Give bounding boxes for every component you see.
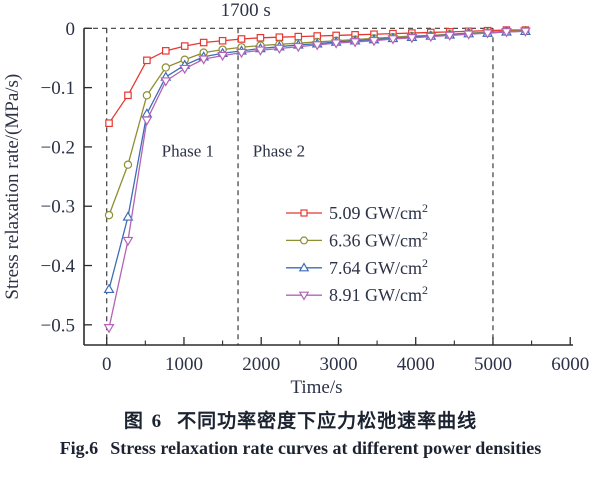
triangle-up-marker [298, 262, 310, 272]
triangle-down-marker [330, 39, 342, 49]
caption-english: Fig.6 Stress relaxation rate curves at di… [0, 438, 601, 459]
triangle-down-marker [292, 42, 304, 53]
circle-marker [161, 63, 171, 72]
square-marker [105, 119, 113, 127]
triangle-down-marker [254, 46, 266, 56]
triangle-down-marker [387, 35, 399, 45]
x-tick-label: 6000 [551, 354, 589, 375]
triangle-down-marker [368, 36, 380, 47]
triangle-down-marker [103, 324, 115, 334]
legend-item: 8.91 GW/cm2 [286, 283, 428, 305]
caption-english-text: Stress relaxation rate curves at differe… [110, 438, 542, 458]
square-marker [300, 209, 308, 217]
triangle-down-marker [298, 291, 310, 301]
x-axis-title: Time/s [290, 377, 342, 398]
square-marker [199, 38, 208, 47]
annotation-phase1: Phase 1 [162, 141, 214, 160]
legend-item: 6.36 GW/cm2 [286, 228, 428, 250]
x-tick-label: 5000 [474, 354, 512, 375]
y-axis-title: Stress relaxation rate/(MPa/s) [2, 74, 23, 300]
legend-item: 7.64 GW/cm2 [286, 256, 428, 278]
square-marker [180, 42, 189, 50]
square-marker [237, 35, 246, 43]
triangle-down-marker [349, 38, 361, 48]
square-marker [143, 56, 151, 65]
circle-marker [300, 236, 309, 245]
legend-label: 8.91 GW/cm2 [329, 283, 428, 305]
series-triangle-down [103, 27, 531, 334]
annotation-top-label: 1700 s [221, 0, 271, 21]
series-line [108, 30, 526, 328]
legend: 5.09 GW/cm2 6.36 GW/cm2 7.64 GW/cm2 8.91 GW… [286, 201, 428, 305]
triangle-down-marker [179, 64, 191, 75]
reference-lines-group [84, 27, 494, 345]
triangle-down-marker [160, 77, 172, 87]
square-marker [275, 33, 284, 41]
axes-group [83, 27, 573, 346]
x-tick-label: 0 [102, 354, 112, 375]
triangle-up-marker [103, 283, 115, 294]
y-tick-label: −0.1 [41, 78, 75, 99]
caption-chinese-text: 不同功率密度下应力松弛速率曲线 [177, 411, 478, 432]
triangle-down-marker [141, 116, 153, 126]
square-marker [162, 47, 170, 55]
annotation-phase2: Phase 2 [253, 141, 305, 160]
triangle-down-marker [482, 29, 494, 39]
caption-chinese-number: 图 6 [123, 411, 164, 432]
caption-english-number: Fig.6 [59, 438, 99, 458]
circle-marker [123, 160, 133, 169]
series-circle [104, 26, 530, 220]
legend-label: 6.36 GW/cm2 [329, 228, 428, 250]
square-marker [256, 33, 265, 42]
caption-chinese: 图 6 不同功率密度下应力松弛速率曲线 [0, 406, 601, 433]
series-line [108, 30, 526, 216]
triangle-down-marker [122, 236, 134, 247]
x-tick-label: 1000 [165, 354, 203, 375]
circle-marker [104, 210, 114, 220]
triangle-down-marker [198, 55, 210, 65]
x-tick-label: 4000 [397, 354, 435, 375]
x-tick-label: 2000 [242, 354, 280, 375]
legend-label: 7.64 GW/cm2 [329, 256, 428, 278]
circle-marker [142, 91, 152, 100]
triangle-down-marker [519, 27, 531, 37]
triangle-down-marker [501, 28, 512, 38]
triangle-down-marker [273, 44, 285, 55]
y-tick-label: −0.5 [41, 315, 75, 336]
triangle-up-marker [122, 211, 134, 221]
stress-relaxation-rate-chart: 0 1000 2000 3000 4000 5000 6000 0 −0.1 −0.2 −0.3 −0… [2, 0, 589, 398]
y-tick-label: −0.2 [41, 137, 75, 158]
triangle-down-marker [425, 32, 437, 43]
square-marker [218, 36, 227, 45]
y-tick-label: −0.4 [41, 256, 76, 277]
x-tick-label: 3000 [319, 354, 357, 375]
triangle-down-marker [311, 41, 323, 51]
square-marker [294, 32, 303, 41]
triangle-down-marker [463, 30, 475, 40]
legend-item: 5.09 GW/cm2 [286, 201, 428, 223]
square-marker [124, 91, 132, 100]
triangle-down-marker [217, 51, 229, 62]
triangle-down-marker [406, 34, 418, 44]
triangle-down-marker [236, 48, 247, 59]
legend-label: 5.09 GW/cm2 [329, 201, 428, 223]
y-tick-label: 0 [66, 19, 76, 40]
triangle-down-marker [444, 31, 456, 42]
y-tick-label: −0.3 [41, 197, 75, 218]
